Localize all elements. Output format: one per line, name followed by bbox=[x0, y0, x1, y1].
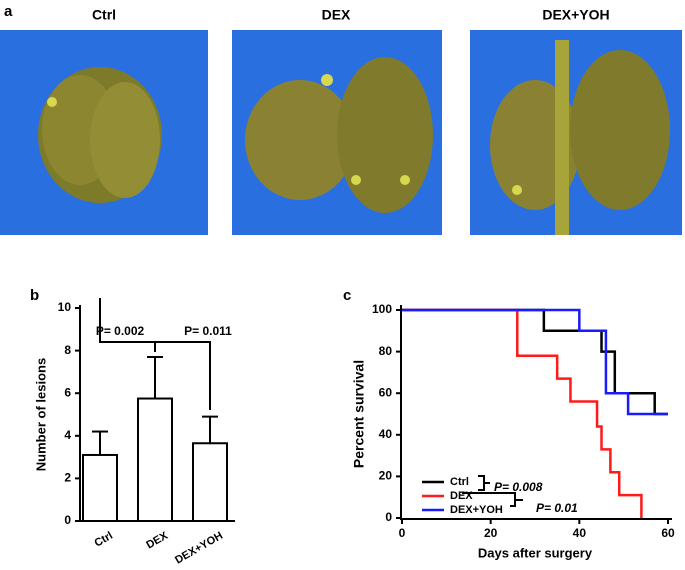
survival-line bbox=[402, 308, 643, 518]
legend-label: Ctrl bbox=[450, 476, 469, 488]
legend-label: DEX bbox=[450, 490, 473, 502]
panel-label: b bbox=[30, 287, 39, 304]
legend-label: DEX+YOH bbox=[450, 504, 503, 516]
survival-line bbox=[402, 308, 668, 416]
panel-label: a bbox=[4, 3, 13, 20]
bar bbox=[82, 453, 118, 522]
y-tick-label: 80 bbox=[379, 344, 393, 358]
x-tick-label: 20 bbox=[484, 526, 498, 540]
photo bbox=[0, 30, 208, 235]
annotation: P= 0.008 bbox=[494, 480, 543, 494]
y-axis-label: Percent survival bbox=[351, 360, 367, 468]
x-tick-label: 0 bbox=[399, 526, 406, 540]
x-tick-label: 40 bbox=[573, 526, 587, 540]
annotation: P= 0.011 bbox=[184, 324, 232, 338]
annotation: P= 0.01 bbox=[536, 501, 578, 515]
annotation: P= 0.002 bbox=[96, 324, 145, 338]
bar bbox=[192, 442, 228, 523]
y-tick-label: 40 bbox=[379, 427, 393, 441]
y-tick-label: 8 bbox=[64, 343, 71, 357]
y-tick-label: 2 bbox=[64, 471, 71, 485]
x-tick-label: 60 bbox=[661, 526, 675, 540]
x-tick-label: DEX bbox=[144, 529, 170, 551]
photo bbox=[470, 30, 682, 235]
panel-label: c bbox=[343, 287, 351, 304]
y-tick-label: 0 bbox=[385, 510, 392, 524]
y-tick-label: 6 bbox=[64, 385, 71, 399]
x-tick-label: DEX+YOH bbox=[173, 530, 225, 567]
y-tick-label: 20 bbox=[379, 469, 393, 483]
photo-label: DEX+YOH bbox=[542, 7, 609, 23]
photo-label: DEX bbox=[322, 7, 351, 23]
x-axis-label: Days after surgery bbox=[478, 545, 593, 560]
bar bbox=[137, 397, 173, 522]
photo-label: Ctrl bbox=[92, 7, 116, 23]
bracket bbox=[462, 475, 523, 507]
y-tick-label: 4 bbox=[64, 428, 71, 442]
y-tick-label: 100 bbox=[372, 302, 392, 316]
y-tick-label: 0 bbox=[64, 513, 71, 527]
bracket bbox=[99, 298, 211, 410]
y-tick-label: 60 bbox=[379, 385, 393, 399]
photo bbox=[232, 30, 442, 235]
y-axis-label: Number of lesions bbox=[33, 358, 48, 471]
x-tick-label: Ctrl bbox=[93, 530, 115, 550]
y-tick-label: 10 bbox=[58, 300, 72, 314]
survival-line bbox=[402, 308, 668, 416]
